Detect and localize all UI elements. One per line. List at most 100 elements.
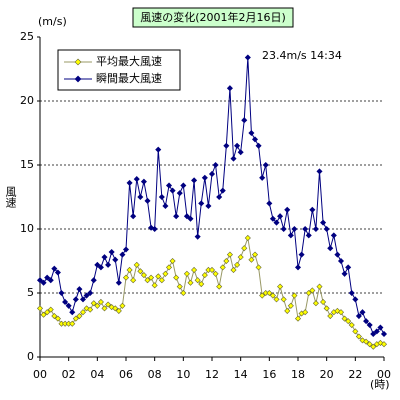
- point: [194, 233, 201, 240]
- point: [158, 277, 165, 284]
- point: [51, 313, 58, 320]
- x-tick-label: 02: [62, 368, 76, 381]
- point: [187, 279, 194, 286]
- point: [187, 215, 194, 222]
- point: [251, 251, 259, 258]
- point: [126, 179, 133, 186]
- point: [208, 170, 216, 177]
- point: [180, 182, 187, 189]
- point: [223, 257, 230, 265]
- point: [79, 296, 87, 303]
- point: [345, 318, 352, 325]
- point: [183, 270, 190, 277]
- x-tick-label: 14: [234, 368, 248, 381]
- point: [219, 264, 226, 271]
- point: [234, 142, 241, 149]
- point: [248, 129, 255, 137]
- point: [280, 296, 287, 303]
- point: [122, 274, 130, 281]
- point: [173, 274, 180, 281]
- point: [334, 251, 341, 258]
- point: [370, 330, 377, 337]
- point: [126, 266, 133, 273]
- point: [337, 257, 345, 265]
- point: [291, 225, 298, 233]
- point: [119, 302, 126, 309]
- point: [291, 292, 298, 299]
- point: [130, 277, 137, 284]
- point: [112, 305, 119, 312]
- chart-title: 風速の変化(2001年2月16日): [140, 10, 286, 24]
- point: [140, 178, 147, 185]
- point: [162, 202, 169, 209]
- point: [169, 257, 176, 265]
- point: [269, 292, 276, 299]
- point: [348, 289, 355, 297]
- point: [144, 277, 151, 284]
- point: [155, 146, 162, 153]
- legend-label: 平均最大風速: [96, 54, 162, 68]
- point: [36, 277, 44, 284]
- point: [69, 309, 76, 316]
- y-tick-label: 10: [20, 222, 34, 235]
- point: [244, 234, 251, 241]
- point: [101, 305, 108, 312]
- x-tick-label: 06: [119, 368, 133, 381]
- point: [51, 265, 58, 272]
- point: [198, 200, 205, 207]
- point: [320, 298, 327, 305]
- point: [158, 193, 165, 201]
- point: [312, 225, 319, 233]
- x-tick-label: 00: [377, 368, 391, 381]
- point: [244, 54, 251, 61]
- point: [72, 315, 79, 322]
- point: [36, 305, 44, 312]
- point: [212, 161, 219, 169]
- point: [230, 155, 237, 162]
- point: [216, 283, 223, 290]
- point: [137, 268, 144, 275]
- point: [76, 313, 83, 320]
- y-tick-label: 20: [20, 94, 34, 107]
- point: [54, 315, 61, 322]
- point: [155, 273, 162, 280]
- point: [165, 264, 173, 271]
- legend-box: [57, 49, 181, 91]
- point: [377, 339, 384, 346]
- point: [327, 313, 334, 320]
- point: [226, 251, 233, 258]
- point: [180, 289, 187, 297]
- y-tick-label: 0: [27, 350, 34, 363]
- point: [54, 269, 61, 276]
- point: [323, 305, 330, 312]
- point: [72, 296, 79, 303]
- point: [309, 287, 316, 294]
- point: [137, 193, 144, 201]
- point: [69, 320, 76, 327]
- point: [302, 225, 309, 233]
- x-tick-label: 04: [90, 368, 104, 381]
- point: [269, 215, 276, 222]
- point: [44, 274, 51, 281]
- point: [284, 307, 291, 314]
- point: [176, 283, 183, 290]
- point: [108, 249, 115, 256]
- point: [330, 232, 337, 239]
- point: [348, 321, 355, 329]
- point: [183, 213, 190, 220]
- point: [234, 261, 241, 268]
- point: [241, 245, 248, 252]
- point: [355, 313, 362, 320]
- x-tick-label: 22: [348, 368, 362, 381]
- point: [94, 302, 101, 309]
- point: [44, 309, 51, 316]
- point: [169, 187, 176, 194]
- point: [287, 232, 294, 239]
- point: [327, 245, 334, 252]
- point: [201, 272, 208, 279]
- point: [320, 219, 327, 226]
- point: [83, 292, 90, 299]
- point: [305, 289, 312, 297]
- point: [380, 330, 388, 337]
- point: [133, 261, 140, 268]
